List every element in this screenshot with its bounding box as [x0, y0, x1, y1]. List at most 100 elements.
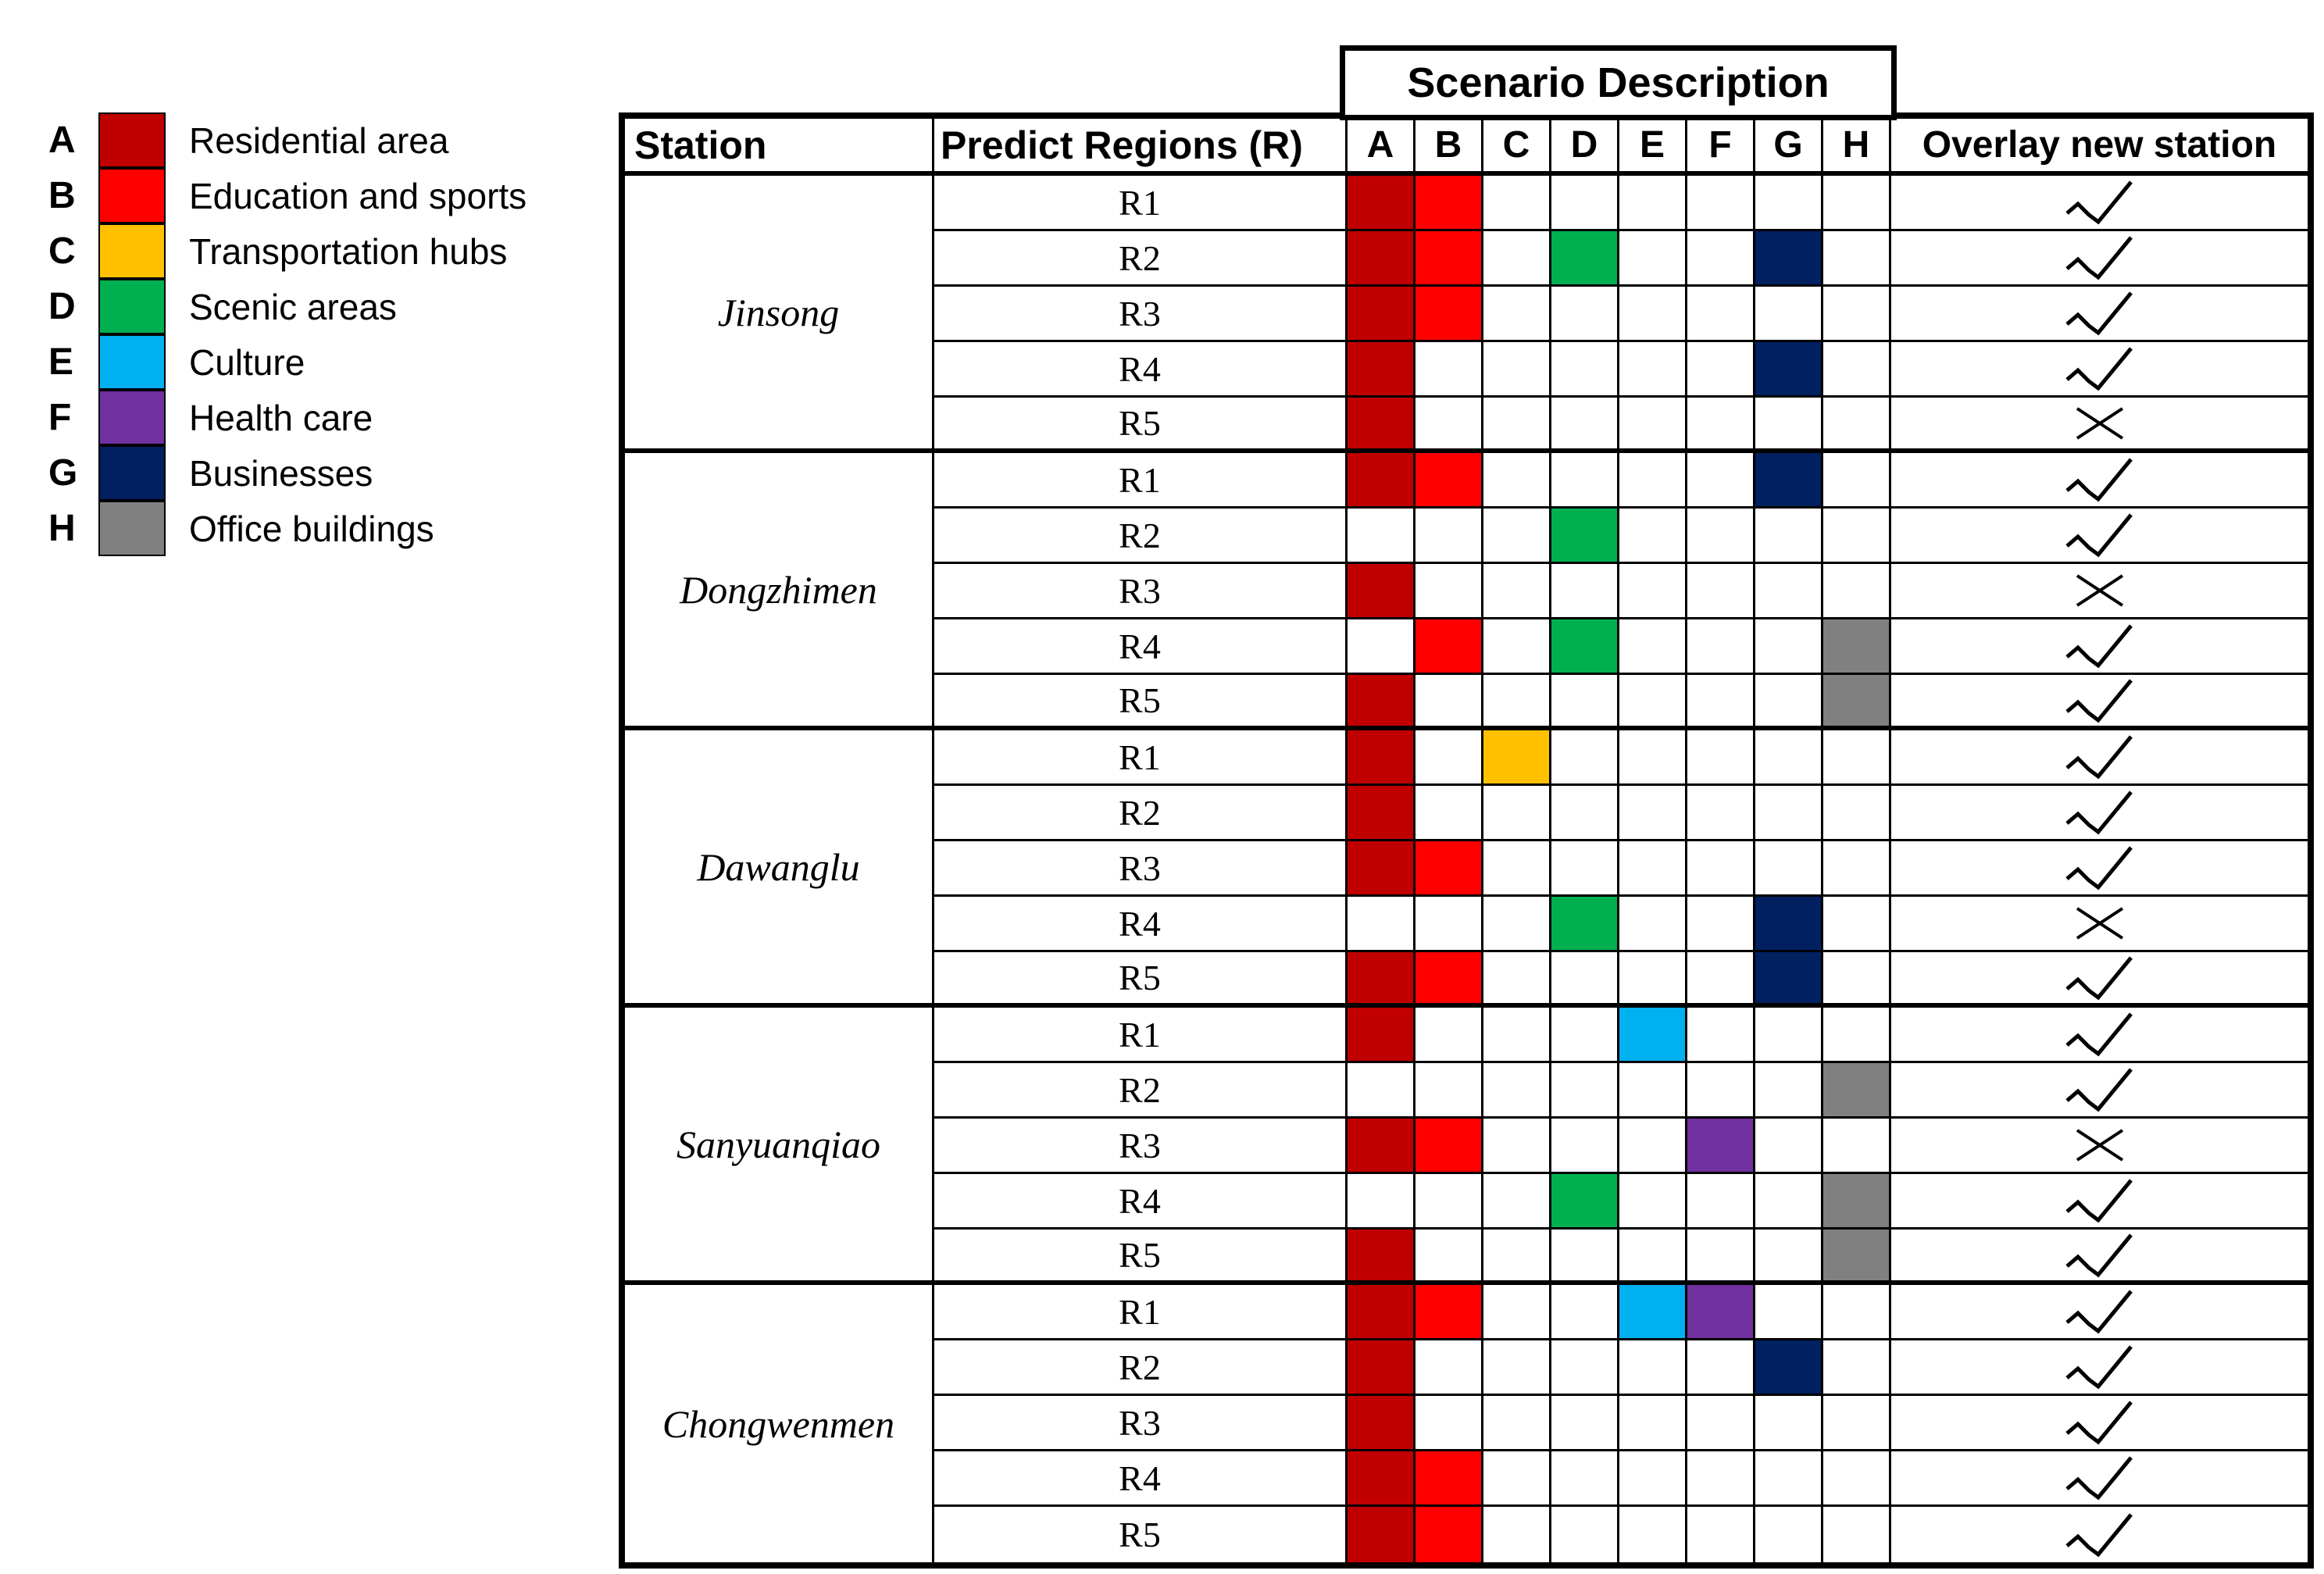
legend-letter-b: B [48, 175, 76, 216]
check-mark-icon [1891, 1285, 2308, 1340]
scenario-cell-b-filled [1415, 453, 1483, 509]
scenario-cell-g-filled [1755, 952, 1823, 1008]
column-header-e: E [1619, 119, 1687, 176]
legend-label: Residential area [189, 120, 449, 161]
scenario-cell-b [1415, 1008, 1483, 1063]
cross-mark-icon [1891, 564, 2308, 619]
scenario-cell-c [1483, 453, 1551, 509]
cross-mark-icon [1891, 897, 2308, 952]
region-cell-r5: R5 [934, 1230, 1348, 1285]
column-header-a: A [1348, 119, 1415, 176]
legend-swatch-f-icon [98, 390, 166, 445]
scenario-cell-e [1619, 287, 1687, 342]
station-name-dongzhimen: Dongzhimen [625, 453, 934, 730]
scenario-cell-h [1823, 398, 1891, 453]
scenario-cell-d [1551, 786, 1619, 841]
scenario-cell-e [1619, 952, 1687, 1008]
region-cell-r3: R3 [934, 1119, 1348, 1174]
legend-row-a: A Residential area [48, 112, 527, 168]
scenario-cell-b [1415, 1230, 1483, 1285]
scenario-cell-c [1483, 1174, 1551, 1230]
scenario-cell-c [1483, 564, 1551, 619]
scenario-cell-c [1483, 287, 1551, 342]
check-mark-icon [1891, 1063, 2308, 1119]
scenario-cell-g [1755, 1230, 1823, 1285]
scenario-cell-e [1619, 1396, 1687, 1451]
legend-swatch-e-icon [98, 334, 166, 390]
station-scenario-table: Station Predict Regions (R) Overlay new … [619, 112, 2314, 1569]
scenario-cell-g [1755, 1063, 1823, 1119]
scenario-cell-h [1823, 841, 1891, 897]
scenario-cell-c [1483, 1396, 1551, 1451]
scenario-cell-d [1551, 841, 1619, 897]
scenario-cell-d [1551, 1119, 1619, 1174]
scenario-cell-b [1415, 564, 1483, 619]
region-cell-r5: R5 [934, 675, 1348, 730]
legend-row-c: C Transportation hubs [48, 223, 527, 279]
scenario-cell-e [1619, 1063, 1687, 1119]
scenario-cell-a-filled [1348, 176, 1415, 231]
scenario-cell-c [1483, 619, 1551, 675]
scenario-cell-c [1483, 841, 1551, 897]
scenario-cell-a [1348, 897, 1415, 952]
region-cell-r4: R4 [934, 1451, 1348, 1507]
scenario-cell-c [1483, 1230, 1551, 1285]
region-cell-r1: R1 [934, 176, 1348, 231]
region-cell-r3: R3 [934, 287, 1348, 342]
scenario-cell-c [1483, 675, 1551, 730]
check-mark-icon [1891, 730, 2308, 786]
station-name-dawanglu: Dawanglu [625, 730, 934, 1008]
column-header-overlay-new-station: Overlay new station [1891, 119, 2308, 176]
scenario-cell-d [1551, 730, 1619, 786]
region-cell-r4: R4 [934, 619, 1348, 675]
check-mark-icon [1891, 1451, 2308, 1507]
scenario-cell-g [1755, 730, 1823, 786]
check-mark-icon [1891, 176, 2308, 231]
scenario-cell-g [1755, 1396, 1823, 1451]
scenario-cell-b [1415, 730, 1483, 786]
region-cell-r4: R4 [934, 342, 1348, 398]
scenario-cell-a-filled [1348, 564, 1415, 619]
scenario-cell-f [1687, 619, 1755, 675]
scenario-cell-c [1483, 952, 1551, 1008]
station-name-sanyuanqiao: Sanyuanqiao [625, 1008, 934, 1285]
scenario-cell-f [1687, 176, 1755, 231]
scenario-cell-a-filled [1348, 730, 1415, 786]
check-mark-icon [1891, 675, 2308, 730]
station-name-jinsong: Jinsong [625, 176, 934, 453]
scenario-cell-h [1823, 1507, 1891, 1562]
scenario-cell-c [1483, 1063, 1551, 1119]
legend-letter-f: F [48, 397, 72, 438]
region-cell-r2: R2 [934, 1063, 1348, 1119]
scenario-cell-g-filled [1755, 1340, 1823, 1396]
scenario-cell-d [1551, 675, 1619, 730]
scenario-cell-b-filled [1415, 176, 1483, 231]
cross-mark-icon [1891, 398, 2308, 453]
column-header-d: D [1551, 119, 1619, 176]
legend-label: Transportation hubs [189, 230, 508, 272]
scenario-cell-a [1348, 509, 1415, 564]
scenario-cell-b-filled [1415, 231, 1483, 287]
region-cell-r2: R2 [934, 509, 1348, 564]
scenario-cell-g-filled [1755, 453, 1823, 509]
scenario-cell-d [1551, 1451, 1619, 1507]
scenario-cell-h [1823, 1285, 1891, 1340]
scenario-cell-h [1823, 342, 1891, 398]
region-cell-r4: R4 [934, 1174, 1348, 1230]
scenario-cell-c [1483, 1451, 1551, 1507]
scenario-cell-a-filled [1348, 1340, 1415, 1396]
scenario-cell-d [1551, 287, 1619, 342]
scenario-cell-f [1687, 342, 1755, 398]
scenario-cell-a-filled [1348, 1451, 1415, 1507]
scenario-cell-a [1348, 1174, 1415, 1230]
scenario-cell-h [1823, 730, 1891, 786]
scenario-cell-g [1755, 1451, 1823, 1507]
column-header-f: F [1687, 119, 1755, 176]
region-cell-r5: R5 [934, 1507, 1348, 1562]
scenario-cell-e [1619, 1451, 1687, 1507]
scenario-cell-e-filled [1619, 1008, 1687, 1063]
scenario-cell-e [1619, 619, 1687, 675]
scenario-cell-g [1755, 564, 1823, 619]
legend-row-g: G Businesses [48, 445, 527, 501]
scenario-cell-g [1755, 287, 1823, 342]
